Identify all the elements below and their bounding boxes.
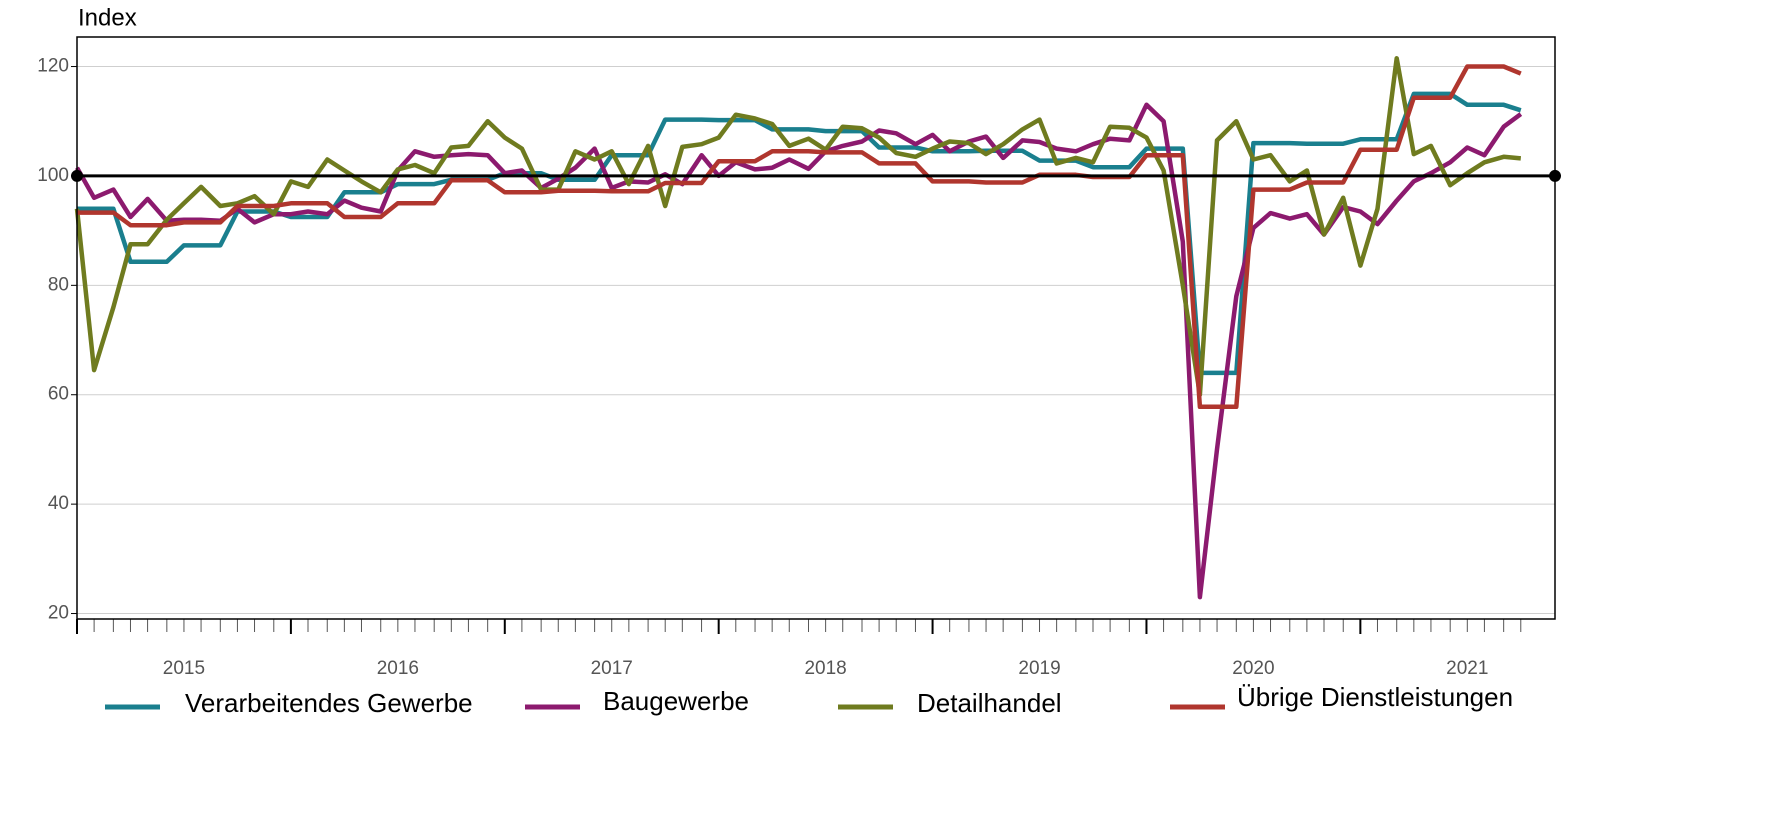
legend-label: Detailhandel [917,688,1062,718]
y-tick-label: 60 [48,384,69,405]
x-tick-label: 2018 [804,658,846,679]
x-tick-label: 2015 [163,658,205,679]
x-tick-label: 2021 [1446,658,1488,679]
series-line [77,64,1522,410]
x-tick-label: 2020 [1232,658,1274,679]
x-tick-label: 2017 [591,658,633,679]
x-tick-label: 2016 [377,658,419,679]
y-tick-label: 80 [48,274,69,295]
legend-label: Baugewerbe [603,686,749,716]
y-tick-label: 100 [37,165,69,186]
series-line [75,102,1523,600]
y-tick-label: 120 [37,56,69,77]
y-tick-label: 40 [48,493,69,514]
series-line [77,91,1522,376]
legend-label: Verarbeitendes Gewerbe [185,688,473,718]
plot-frame [76,36,1556,620]
series-line [74,56,1522,397]
y-axis-title: Index [78,4,137,31]
x-tick-label: 2019 [1018,658,1060,679]
legend-label: Übrige Dienstleistungen [1237,682,1513,712]
y-tick-label: 20 [48,603,69,624]
